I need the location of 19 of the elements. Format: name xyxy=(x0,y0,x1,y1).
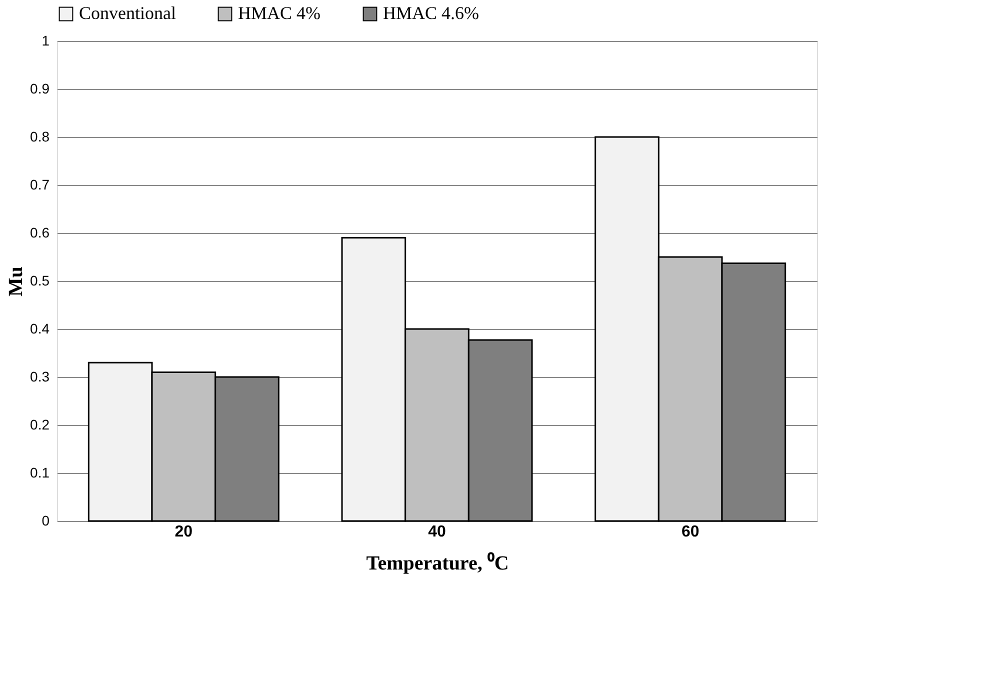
y-tick-label: 0.6 xyxy=(30,224,50,240)
legend-label: Conventional xyxy=(79,3,176,23)
x-tick-label: 40 xyxy=(428,524,446,540)
y-tick-label: 0.8 xyxy=(30,128,50,144)
y-tick-label: 0.9 xyxy=(30,80,50,96)
x-tick-label: 20 xyxy=(174,524,193,540)
legend-label: HMAC 4% xyxy=(238,3,321,23)
x-tick-label: 60 xyxy=(681,524,700,540)
y-tick-label: 0 xyxy=(42,512,50,528)
y-tick-label: 0.7 xyxy=(30,176,50,192)
y-axis-title: Mu xyxy=(5,266,28,296)
legend-label: HMAC 4.6% xyxy=(383,3,480,23)
y-tick-label: 0.4 xyxy=(30,320,50,336)
y-tick-label: 0.3 xyxy=(30,368,50,384)
x-axis-title: Temperature, ⁰C xyxy=(366,552,509,574)
y-tick-label: 0.1 xyxy=(30,464,50,480)
y-tick-label: 1 xyxy=(42,32,50,48)
y-tick-label: 0.2 xyxy=(30,416,50,432)
y-tick-label: 0.5 xyxy=(30,272,50,288)
